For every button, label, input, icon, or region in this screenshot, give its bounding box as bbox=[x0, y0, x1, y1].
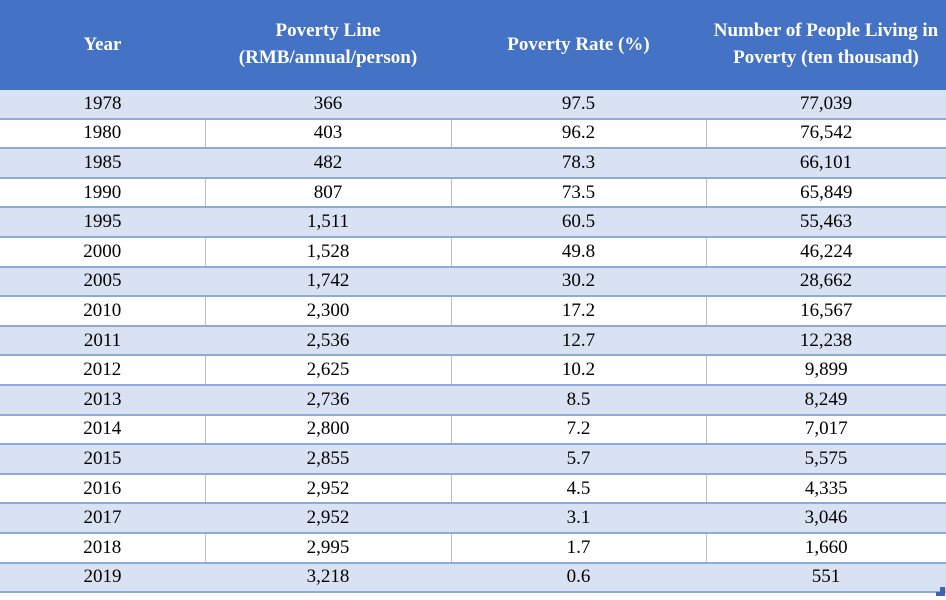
table-cell: 1990 bbox=[0, 176, 206, 208]
table-cell: 1.7 bbox=[451, 531, 707, 563]
table-cell: 66,101 bbox=[706, 147, 946, 178]
table-cell: 3.1 bbox=[451, 502, 706, 533]
column-header-2: Poverty Rate (%) bbox=[451, 0, 706, 90]
table-cell: 2,800 bbox=[205, 413, 452, 445]
table-row: 2015 2,855 5.7 5,575 bbox=[0, 443, 946, 474]
table-cell: 1,742 bbox=[205, 265, 451, 297]
table-row: 2005 1,742 30.2 28,662 bbox=[0, 265, 946, 297]
table-row: 1985 482 78.3 66,101 bbox=[0, 147, 946, 178]
column-header-1: Poverty Line (RMB/annual/person) bbox=[205, 0, 451, 90]
table-cell: 2,952 bbox=[205, 472, 452, 504]
table-cell: 28,662 bbox=[706, 265, 946, 297]
table-cell: 97.5 bbox=[451, 90, 706, 119]
table-cell: 12,238 bbox=[706, 324, 946, 356]
table-cell: 2,300 bbox=[205, 295, 452, 326]
table-cell: 2015 bbox=[0, 443, 205, 474]
table-cell: 77,039 bbox=[706, 90, 946, 119]
table-cell: 2,952 bbox=[205, 502, 451, 533]
table-row: 2019 3,218 0.6 551 bbox=[0, 561, 946, 594]
table-cell: 16,567 bbox=[706, 295, 946, 326]
table-cell: 1,511 bbox=[205, 206, 451, 237]
table-row: 2000 1,528 49.8 46,224 bbox=[0, 235, 946, 267]
column-header-0: Year bbox=[0, 0, 205, 90]
table-row: 2016 2,952 4.5 4,335 bbox=[0, 472, 946, 504]
table-row: 2013 2,736 8.5 8,249 bbox=[0, 383, 946, 415]
table-cell: 49.8 bbox=[451, 235, 707, 267]
table-row: 2014 2,800 7.2 7,017 bbox=[0, 413, 946, 445]
table-cell: 1980 bbox=[0, 117, 206, 149]
table-cell: 78.3 bbox=[451, 147, 706, 178]
table-cell: 46,224 bbox=[706, 235, 946, 267]
table-cell: 1995 bbox=[0, 206, 205, 237]
table-cell: 1978 bbox=[0, 90, 205, 119]
table-cell: 3,046 bbox=[706, 502, 946, 533]
table-resize-handle[interactable] bbox=[936, 587, 945, 596]
table-cell: 1,660 bbox=[706, 531, 946, 563]
table-cell: 403 bbox=[205, 117, 452, 149]
table-cell: 2005 bbox=[0, 265, 205, 297]
table-cell: 0.6 bbox=[451, 561, 706, 594]
table-row: 1980 403 96.2 76,542 bbox=[0, 117, 946, 149]
table-cell: 1,528 bbox=[205, 235, 452, 267]
table-cell: 8,249 bbox=[706, 383, 946, 415]
table-cell: 65,849 bbox=[706, 176, 946, 208]
table-cell: 2017 bbox=[0, 502, 205, 533]
table-row: 2010 2,300 17.2 16,567 bbox=[0, 295, 946, 326]
table-cell: 2011 bbox=[0, 324, 205, 356]
table-cell: 5.7 bbox=[451, 443, 706, 474]
table-row: 2018 2,995 1.7 1,660 bbox=[0, 531, 946, 563]
table-cell: 12.7 bbox=[451, 324, 706, 356]
table-row: 1990 807 73.5 65,849 bbox=[0, 176, 946, 208]
table-cell: 55,463 bbox=[706, 206, 946, 237]
table-cell: 96.2 bbox=[451, 117, 707, 149]
table-cell: 2016 bbox=[0, 472, 206, 504]
table-cell: 2,625 bbox=[205, 354, 452, 385]
table-cell: 60.5 bbox=[451, 206, 706, 237]
table-cell: 2000 bbox=[0, 235, 206, 267]
table-header: Year Poverty Line (RMB/annual/person) Pove… bbox=[0, 0, 946, 90]
table-cell: 2013 bbox=[0, 383, 205, 415]
table-cell: 2010 bbox=[0, 295, 206, 326]
table-cell: 4.5 bbox=[451, 472, 707, 504]
table-cell: 73.5 bbox=[451, 176, 707, 208]
table-cell: 807 bbox=[205, 176, 452, 208]
table-row: 1995 1,511 60.5 55,463 bbox=[0, 206, 946, 237]
table-row: 1978 366 97.5 77,039 bbox=[0, 90, 946, 119]
table-cell: 2,855 bbox=[205, 443, 451, 474]
table-cell: 5,575 bbox=[706, 443, 946, 474]
table-row: 2012 2,625 10.2 9,899 bbox=[0, 354, 946, 385]
table-cell: 482 bbox=[205, 147, 451, 178]
table-cell: 76,542 bbox=[706, 117, 946, 149]
table-cell: 2,536 bbox=[205, 324, 451, 356]
table-cell: 2018 bbox=[0, 531, 206, 563]
table-cell: 2,736 bbox=[205, 383, 451, 415]
table-cell: 2,995 bbox=[205, 531, 452, 563]
table-cell: 1985 bbox=[0, 147, 205, 178]
table-row: 2017 2,952 3.1 3,046 bbox=[0, 502, 946, 533]
column-header-3: Number of People Living in Poverty (ten … bbox=[706, 0, 946, 90]
table-cell: 30.2 bbox=[451, 265, 706, 297]
table-cell: 17.2 bbox=[451, 295, 707, 326]
table-cell: 551 bbox=[706, 561, 946, 594]
table-header-row: Year Poverty Line (RMB/annual/person) Pove… bbox=[0, 0, 946, 90]
table-cell: 7,017 bbox=[706, 413, 946, 445]
table-cell: 2019 bbox=[0, 561, 205, 594]
table-cell: 10.2 bbox=[451, 354, 707, 385]
table-cell: 7.2 bbox=[451, 413, 707, 445]
table-cell: 366 bbox=[205, 90, 451, 119]
table-body: 1978 366 97.5 77,039 1980 403 96.2 76,542 1985 48… bbox=[0, 90, 946, 594]
table-row: 2011 2,536 12.7 12,238 bbox=[0, 324, 946, 356]
table-cell: 9,899 bbox=[706, 354, 946, 385]
table-cell: 3,218 bbox=[205, 561, 451, 594]
table-cell: 2014 bbox=[0, 413, 206, 445]
table-cell: 2012 bbox=[0, 354, 206, 385]
table-cell: 4,335 bbox=[706, 472, 946, 504]
table-cell: 8.5 bbox=[451, 383, 706, 415]
